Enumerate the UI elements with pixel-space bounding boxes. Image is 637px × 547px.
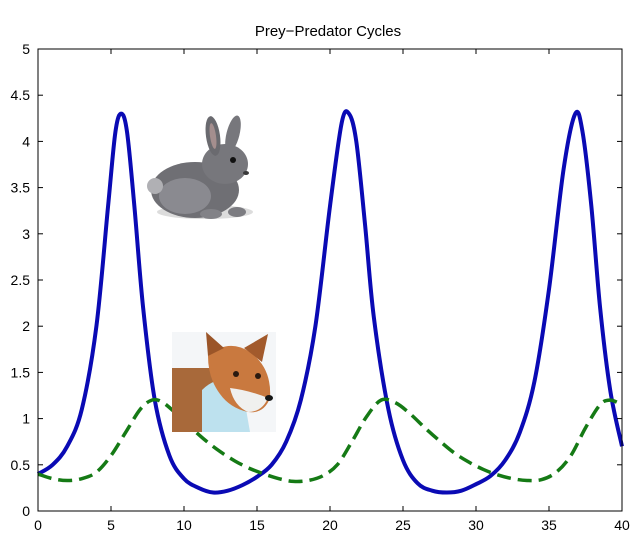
x-tick-label: 15 [249, 517, 265, 533]
x-tick-label: 40 [614, 517, 630, 533]
y-tick-label: 2 [22, 318, 30, 334]
y-tick-label: 3 [22, 226, 30, 242]
series-line-prey [36, 109, 624, 495]
y-tick-label: 0.5 [11, 457, 31, 473]
y-tick-label: 1 [22, 411, 30, 427]
rabbit-icon [139, 108, 253, 232]
x-tick-label: 5 [107, 517, 115, 533]
x-tick-label: 20 [322, 517, 338, 533]
y-tick-label: 0 [22, 503, 30, 519]
x-tick-label: 30 [468, 517, 484, 533]
y-tick-label: 3.5 [11, 180, 31, 196]
y-tick-label: 1.5 [11, 364, 31, 380]
fox-icon [172, 332, 276, 432]
y-tick-label: 4.5 [11, 87, 31, 103]
y-tick-label: 4 [22, 133, 30, 149]
x-tick-label: 10 [176, 517, 192, 533]
chart-title: Prey−Predator Cycles [255, 23, 401, 40]
axes-layer: 0 5 10 15 20 25 30 35 40 0 0.5 1 1.5 2 2.5 3 3.5 4 4.5 5 [11, 41, 630, 533]
series-line-predator [37, 397, 623, 484]
series-layer [36, 109, 624, 495]
y-tick-label: 5 [22, 41, 30, 57]
y-tick-label: 2.5 [11, 272, 31, 288]
x-tick-label: 25 [395, 517, 411, 533]
x-tick-label: 0 [34, 517, 42, 533]
x-tick-label: 35 [541, 517, 557, 533]
